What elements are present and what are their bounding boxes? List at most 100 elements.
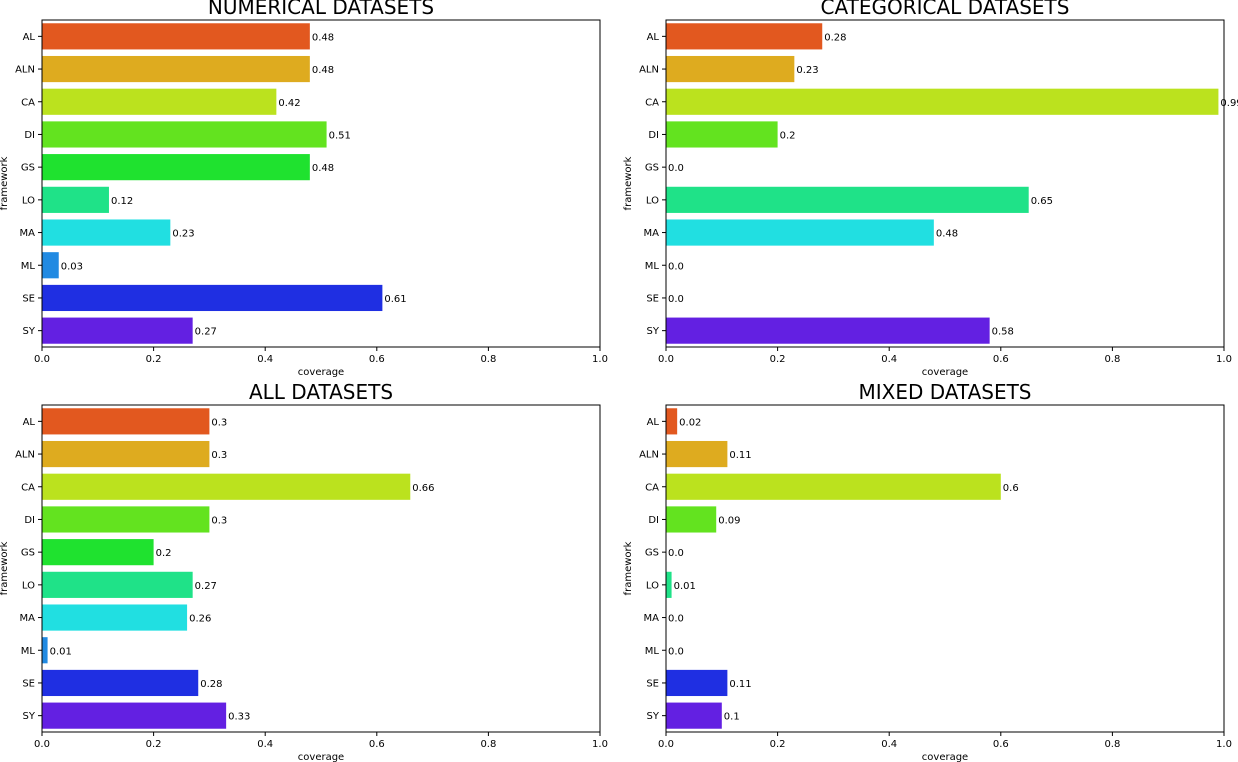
y-tick-label-numerical-ma: MA [20,228,36,239]
data-label-numerical-gs: 0.48 [312,163,334,174]
chart-title-all: ALL DATASETS [249,380,393,404]
y-tick-label-categorical-lo: LO [646,195,659,206]
data-label-mixed-ca: 0.6 [1003,483,1019,494]
x-tick-label-categorical-0: 0.0 [658,354,674,365]
chart-title-mixed: MIXED DATASETS [858,380,1031,404]
x-tick-label-all-1: 0.2 [146,739,162,750]
data-label-categorical-ml: 0.0 [668,261,684,272]
data-label-mixed-di: 0.09 [718,515,740,526]
y-axis-label-mixed: framework [623,541,634,595]
y-tick-label-numerical-aln: ALN [15,65,35,76]
y-axis-label-all: framework [0,541,10,595]
y-tick-label-all-ca: CA [21,482,35,493]
y-tick-label-all-sy: SY [23,711,36,722]
x-tick-label-all-3: 0.6 [369,739,385,750]
y-tick-label-numerical-ml: ML [21,261,36,272]
y-tick-label-all-di: DI [24,515,35,526]
bar-numerical-di [42,121,327,148]
y-tick-label-mixed-al: AL [647,417,660,428]
y-tick-label-mixed-ml: ML [645,646,660,657]
y-tick-label-all-al: AL [23,417,36,428]
bar-numerical-aln [42,55,310,83]
bar-numerical-ca [42,88,277,115]
data-label-categorical-al: 0.28 [824,32,846,43]
y-axis-label-categorical: framework [623,156,634,210]
y-tick-label-all-lo: LO [22,580,35,591]
data-label-categorical-se: 0.0 [668,294,684,305]
data-label-categorical-aln: 0.23 [796,65,818,76]
y-tick-label-all-se: SE [22,678,35,689]
y-tick-label-mixed-se: SE [646,678,659,689]
bar-mixed-aln [666,440,728,468]
data-label-categorical-di: 0.2 [780,130,796,141]
x-tick-label-mixed-3: 0.6 [993,739,1009,750]
bar-mixed-ca [666,473,1001,500]
y-tick-label-numerical-sy: SY [23,326,36,337]
y-tick-label-numerical-lo: LO [22,195,35,206]
data-label-numerical-al: 0.48 [312,32,334,43]
x-tick-label-numerical-2: 0.4 [257,354,273,365]
bar-numerical-se [42,284,383,312]
chart-title-numerical: NUMERICAL DATASETS [208,0,434,19]
data-label-all-al: 0.3 [211,417,227,428]
x-tick-label-categorical-3: 0.6 [993,354,1009,365]
data-label-mixed-ml: 0.0 [668,646,684,657]
y-tick-label-categorical-se: SE [646,293,659,304]
y-tick-label-categorical-ca: CA [645,97,659,108]
bar-mixed-di [666,506,717,533]
y-tick-label-categorical-sy: SY [647,326,660,337]
data-label-mixed-gs: 0.0 [668,548,684,559]
data-label-numerical-ca: 0.42 [278,98,300,109]
data-label-all-di: 0.3 [211,515,227,526]
y-tick-label-numerical-di: DI [24,130,35,141]
data-label-mixed-aln: 0.11 [729,450,751,461]
y-tick-label-mixed-sy: SY [647,711,660,722]
bar-numerical-ma [42,219,171,246]
bar-categorical-aln [666,55,795,83]
axes-frame-numerical [41,19,601,348]
chart-title-categorical: CATEGORICAL DATASETS [821,0,1070,19]
bar-all-sy [42,702,227,729]
bar-categorical-al [666,23,823,50]
bar-mixed-al [666,408,678,435]
data-label-mixed-ma: 0.0 [668,614,684,625]
x-tick-label-numerical-3: 0.6 [369,354,385,365]
axes-frame-all [41,404,601,733]
data-label-all-aln: 0.3 [211,450,227,461]
data-label-all-lo: 0.27 [195,581,217,592]
bar-mixed-sy [666,702,722,729]
subplot-categorical: 0.28 AL 0.23 ALN 0.99 CA 0.2 DI 0.0 GS 0.65 LO 0.48 M… [623,0,1238,378]
y-tick-label-numerical-se: SE [22,293,35,304]
data-label-mixed-lo: 0.01 [674,581,696,592]
data-label-numerical-sy: 0.27 [195,327,217,338]
x-tick-label-all-4: 0.8 [480,739,496,750]
y-tick-label-categorical-gs: GS [645,163,659,174]
bar-numerical-ml [42,252,59,279]
bar-categorical-ma [666,219,934,246]
y-tick-label-categorical-al: AL [647,32,660,43]
bar-numerical-sy [42,317,193,344]
y-tick-label-mixed-lo: LO [646,580,659,591]
bar-numerical-lo [42,186,109,213]
y-tick-label-numerical-gs: GS [21,163,35,174]
bar-numerical-gs [42,154,310,181]
bar-categorical-lo [666,186,1029,213]
bar-all-se [42,669,199,697]
bar-categorical-ca [666,88,1219,115]
y-tick-label-numerical-al: AL [23,32,36,43]
bar-categorical-di [666,121,778,148]
y-tick-label-mixed-aln: ALN [639,450,659,461]
bar-all-al [42,408,210,435]
data-label-all-ma: 0.26 [189,614,211,625]
y-tick-label-mixed-gs: GS [645,548,659,559]
x-tick-label-mixed-0: 0.0 [658,739,674,750]
y-tick-label-categorical-di: DI [648,130,659,141]
data-label-categorical-ca: 0.99 [1220,98,1238,109]
y-tick-label-categorical-ma: MA [644,228,660,239]
axes-frame-categorical [665,19,1225,348]
data-label-categorical-sy: 0.58 [992,327,1014,338]
y-tick-label-mixed-ca: CA [645,482,659,493]
x-tick-label-numerical-4: 0.8 [480,354,496,365]
data-label-categorical-ma: 0.48 [936,229,958,240]
